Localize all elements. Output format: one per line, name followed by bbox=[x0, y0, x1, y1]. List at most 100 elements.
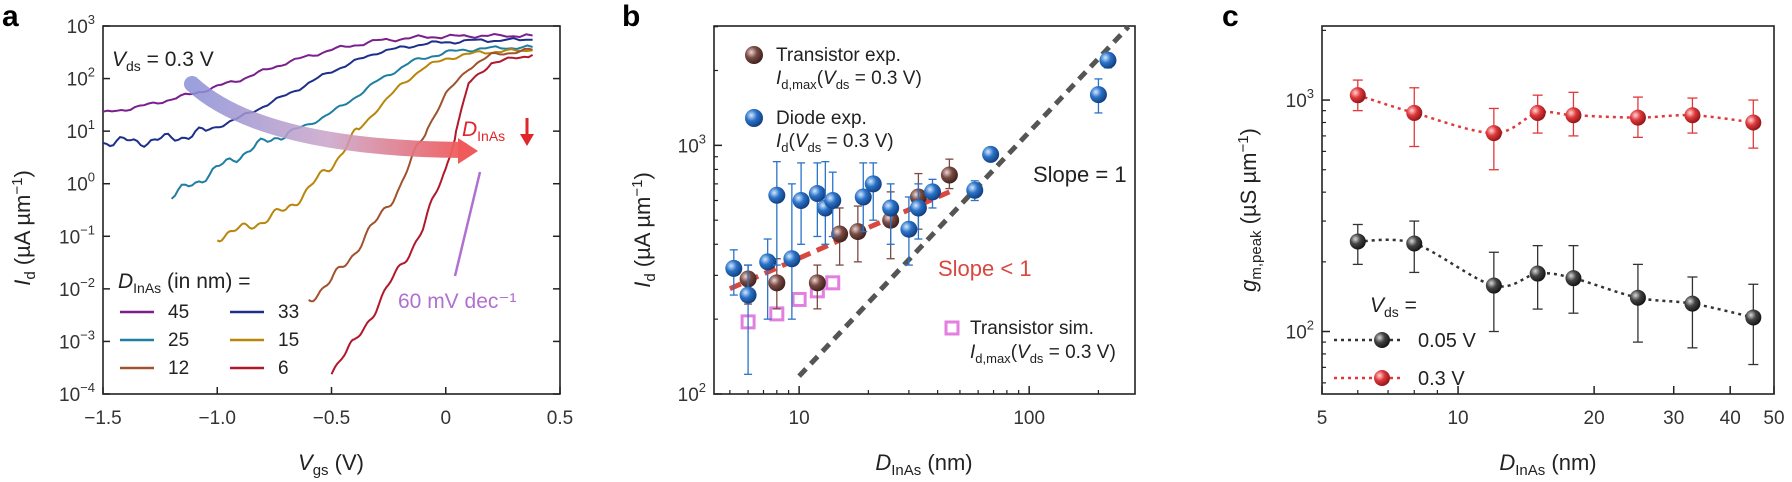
panel-b-letter: b bbox=[622, 0, 640, 33]
transfer-curve-45nm bbox=[102, 32, 533, 113]
legend-marker-transistor-sim bbox=[944, 320, 960, 336]
slope1-annotation: Slope = 1 bbox=[1033, 162, 1127, 187]
gm-point bbox=[1565, 270, 1582, 287]
panel-b-ticks: 10 100 102 103 bbox=[678, 26, 1100, 429]
a-ytick-label: 10−4 bbox=[59, 380, 95, 406]
gm-point bbox=[1529, 265, 1546, 282]
panel-a-xlabel: Vgs (V) bbox=[298, 450, 364, 479]
panel-c-chart: 5 10 20 30 40 50 102 103 Vds = 0.05 V 0.3 V gm,… bbox=[1235, 25, 1785, 479]
diode-exp-point bbox=[900, 220, 918, 238]
diode-exp-point bbox=[739, 286, 757, 304]
panel-a-ylabel: Id (µA µm−1) bbox=[9, 170, 39, 286]
diode-exp-point bbox=[982, 145, 1000, 163]
legend-c-title: Vds = bbox=[1370, 294, 1417, 320]
c-ytick-label: 103 bbox=[1286, 86, 1314, 112]
diode-exp-point bbox=[882, 199, 900, 217]
transfer-curve-25nm bbox=[170, 44, 533, 200]
slope-annotation: 60 mV dec⁻¹ bbox=[398, 290, 516, 313]
transfer-curve-12nm bbox=[308, 47, 533, 303]
diode-exp-point bbox=[792, 192, 810, 210]
a-ytick-label: 102 bbox=[67, 65, 95, 91]
panel-b-xlabel: DInAs (nm) bbox=[875, 450, 972, 479]
legend-diode-exp: Diode exp. bbox=[776, 108, 867, 129]
panel-a-letter: a bbox=[2, 0, 19, 33]
legend-c-marker-005 bbox=[1374, 332, 1390, 348]
transistor-exp-point bbox=[849, 223, 867, 241]
diode-exp-point bbox=[909, 199, 927, 217]
a-xtick-label: −1.5 bbox=[84, 408, 122, 429]
fit-line-slope-1 bbox=[797, 25, 1131, 378]
diode-exp-point bbox=[783, 250, 801, 268]
c-xtick-label: 30 bbox=[1663, 408, 1684, 429]
panel-c-series bbox=[1349, 79, 1762, 366]
gm-point bbox=[1684, 295, 1701, 312]
b-xtick-label: 10 bbox=[789, 408, 810, 429]
panel-a-ticks: −1.5 −1.0 −0.5 0 0.5 10−4 10−3 10−2 10−1 100 101 10… bbox=[59, 12, 573, 429]
gm-curve-005V bbox=[1357, 238, 1754, 319]
transistor-sim-point bbox=[791, 291, 807, 307]
dinas-down-arrowhead bbox=[520, 134, 534, 146]
transistor-exp-point bbox=[940, 166, 958, 184]
legend-transistor-sim: Transistor sim. bbox=[970, 318, 1094, 339]
panel-c-frame bbox=[1321, 25, 1775, 395]
gm-point bbox=[1485, 125, 1502, 142]
a-ytick-label: 10−3 bbox=[59, 327, 95, 353]
legend-transistor-sim-sub: Id,max(Vds = 0.3 V) bbox=[970, 342, 1116, 366]
gm-point bbox=[1629, 289, 1646, 306]
legend-label-33nm: 33 bbox=[278, 302, 299, 323]
gm-point bbox=[1406, 235, 1423, 252]
a-xtick-label: 0.5 bbox=[547, 408, 573, 429]
panel-c-legend: Vds = 0.05 V 0.3 V bbox=[1334, 294, 1476, 390]
a-xtick-label: 0 bbox=[440, 408, 451, 429]
diode-exp-point bbox=[1089, 86, 1107, 104]
transistor-exp-point bbox=[831, 225, 849, 243]
dinas-trend-arrow bbox=[184, 76, 470, 158]
legend-transistor-exp: Transistor exp. bbox=[776, 45, 901, 66]
gm-point bbox=[1349, 87, 1366, 104]
legend-label-12nm: 12 bbox=[168, 358, 189, 379]
gm-point bbox=[1485, 277, 1502, 294]
diode-exp-point bbox=[864, 175, 882, 193]
diode-exp-point bbox=[854, 188, 872, 206]
panel-b-legend: Transistor exp. Id,max(Vds = 0.3 V) Diod… bbox=[745, 45, 1116, 366]
transistor-sim-point bbox=[825, 275, 841, 291]
vds-annotation: Vds = 0.3 V bbox=[112, 48, 214, 74]
legend-transistor-exp-sub: Id,max(Vds = 0.3 V) bbox=[776, 68, 922, 92]
gm-point bbox=[1565, 107, 1582, 124]
legend-c-marker-03 bbox=[1374, 370, 1390, 386]
c-xtick-label: 5 bbox=[1317, 408, 1328, 429]
panel-c-xlabel: DInAs (nm) bbox=[1499, 450, 1596, 479]
a-xtick-label: −1.0 bbox=[198, 408, 236, 429]
slope-reference-line bbox=[453, 171, 482, 277]
transfer-curve-6nm bbox=[330, 54, 534, 375]
a-ytick-label: 103 bbox=[67, 12, 95, 38]
diode-exp-point bbox=[725, 259, 743, 277]
dinas-annotation: DInAs bbox=[462, 118, 505, 144]
a-ytick-label: 10−1 bbox=[59, 222, 95, 248]
c-xtick-label: 20 bbox=[1584, 408, 1605, 429]
diode-exp-point bbox=[768, 186, 786, 204]
diode-exp-point bbox=[824, 192, 842, 210]
transfer-curve-15nm bbox=[216, 48, 533, 243]
c-ytick-label: 102 bbox=[1286, 318, 1314, 344]
legend-diode-exp-sub: Id(Vds = 0.3 V) bbox=[776, 131, 894, 155]
diode-exp-point bbox=[924, 183, 942, 201]
panel-b-chart: 10 100 102 103 Slope = 1 Slope < 1 Transist… bbox=[629, 25, 1136, 479]
slope-lt1-annotation: Slope < 1 bbox=[938, 256, 1032, 281]
diode-exp-point bbox=[1099, 51, 1117, 69]
gm-point bbox=[1349, 233, 1366, 250]
panel-a-legend: 45 33 25 15 12 6 bbox=[120, 302, 299, 379]
panel-a-lines bbox=[102, 32, 534, 375]
b-xtick-label: 100 bbox=[1013, 408, 1045, 429]
gm-point bbox=[1745, 114, 1762, 131]
diode-exp-point bbox=[808, 185, 826, 203]
panel-a-chart: −1.5 −1.0 −0.5 0 0.5 10−4 10−3 10−2 10−1 100 101 10… bbox=[9, 12, 573, 479]
a-ytick-label: 10−2 bbox=[59, 275, 95, 301]
panel-c-ylabel: gm,peak (µS µm−1) bbox=[1235, 128, 1265, 292]
panel-b-points bbox=[725, 51, 1117, 375]
legend-marker-diode-exp bbox=[745, 109, 763, 127]
b-ytick-label: 102 bbox=[678, 380, 706, 406]
dinas-trend-arrowhead bbox=[458, 138, 478, 164]
a-ytick-label: 101 bbox=[67, 117, 95, 143]
legend-c-label-005: 0.05 V bbox=[1418, 330, 1476, 352]
